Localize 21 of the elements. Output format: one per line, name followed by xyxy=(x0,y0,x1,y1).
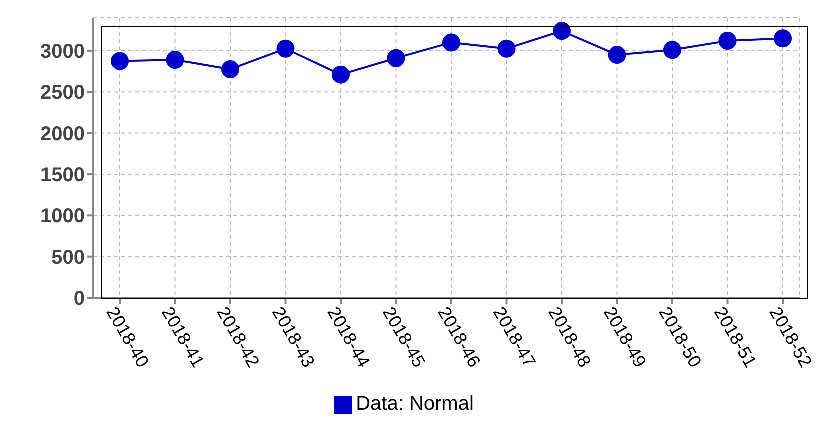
y-tick-label: 2500 xyxy=(40,82,85,104)
y-tick-label: 0 xyxy=(74,288,85,310)
point xyxy=(718,32,737,50)
point xyxy=(608,46,626,64)
y-tick-label: 1500 xyxy=(40,164,85,187)
point xyxy=(774,30,792,48)
legend-label: Data: Normal xyxy=(356,393,474,415)
y-tick-label: 500 xyxy=(52,246,85,269)
y-tick-label: 1000 xyxy=(40,206,85,228)
point xyxy=(332,66,350,84)
point xyxy=(664,41,682,60)
y-tick-label: 3000 xyxy=(40,41,85,64)
point xyxy=(442,34,460,52)
point xyxy=(276,40,295,58)
point xyxy=(553,22,571,40)
point xyxy=(222,60,240,78)
y-tick-label: 2000 xyxy=(40,123,85,146)
point xyxy=(111,52,129,70)
point xyxy=(498,40,516,58)
point xyxy=(166,51,184,69)
point xyxy=(387,49,406,68)
